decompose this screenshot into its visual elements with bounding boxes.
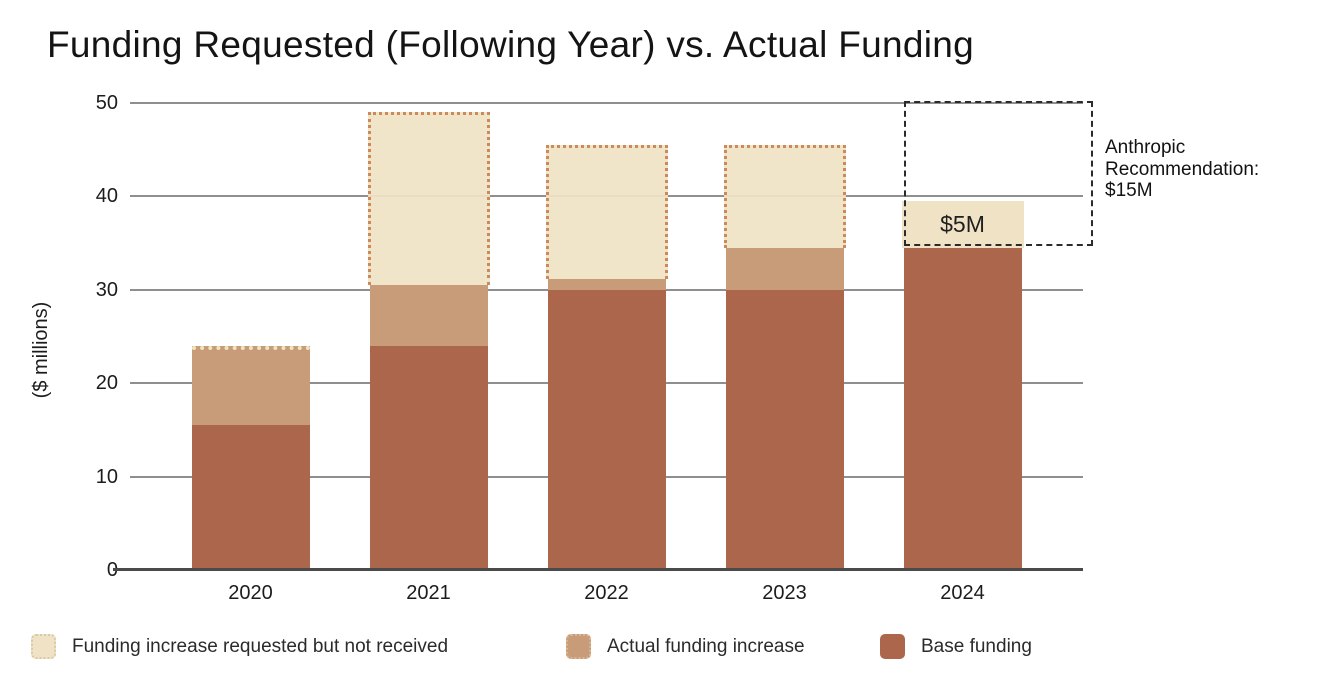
x-axis-line bbox=[113, 568, 1083, 571]
x-tick-label: 2020 bbox=[228, 582, 273, 604]
y-tick-label: 50 bbox=[95, 92, 118, 114]
bar-segment-base bbox=[369, 345, 488, 570]
y-axis-title: ($ millions) bbox=[30, 301, 52, 399]
x-tick-label: 2022 bbox=[584, 582, 629, 604]
x-tick-label: 2024 bbox=[940, 582, 985, 604]
x-tick-label: 2021 bbox=[406, 582, 451, 604]
recommendation-dashed-box bbox=[903, 101, 1093, 246]
legend-item-requested: Funding increase requested but not recei… bbox=[31, 633, 448, 660]
legend-swatch-requested bbox=[31, 634, 56, 659]
bar-segment-requested-not-received bbox=[723, 145, 846, 248]
bar-segment-requested-not-received bbox=[367, 112, 490, 286]
y-tick-label: 40 bbox=[95, 185, 118, 208]
bar-segment-actual-increase bbox=[191, 345, 310, 425]
gridline bbox=[130, 102, 1083, 104]
bar-segment-actual-increase bbox=[725, 247, 844, 290]
bar-segment-actual-increase bbox=[369, 285, 488, 346]
chart-title: Funding Requested (Following Year) vs. A… bbox=[47, 24, 975, 65]
legend-label-base-funding: Base funding bbox=[921, 635, 1032, 657]
bar-segment-requested-received bbox=[901, 201, 1024, 248]
y-tick-label: 20 bbox=[95, 372, 118, 395]
bar-segment-requested-not-received bbox=[545, 145, 668, 279]
bar-segment-base bbox=[191, 420, 310, 570]
legend-swatch-actual-increase bbox=[566, 634, 591, 659]
legend-label-requested: Funding increase requested but not recei… bbox=[72, 635, 449, 657]
legend-swatch-base-funding bbox=[880, 634, 905, 659]
bar-segment-base bbox=[903, 247, 1022, 570]
recommendation-annotation: Anthropic Recommendation: $15M bbox=[1105, 137, 1260, 201]
y-tick-label: 0 bbox=[58, 558, 118, 582]
y-tick-label: 10 bbox=[95, 465, 118, 488]
bar-value-label: $5M bbox=[940, 211, 985, 238]
x-tick-label: 2023 bbox=[762, 582, 807, 604]
legend-item-actual-increase: Actual funding increase bbox=[566, 633, 805, 660]
y-tick-label: 30 bbox=[95, 278, 118, 301]
bar-segment-base bbox=[547, 289, 666, 570]
bar-segment-base bbox=[725, 289, 844, 570]
legend-item-base-funding: Base funding bbox=[880, 633, 1032, 660]
bar-segment-actual-increase bbox=[547, 278, 666, 290]
legend-label-actual-increase: Actual funding increase bbox=[607, 635, 805, 657]
